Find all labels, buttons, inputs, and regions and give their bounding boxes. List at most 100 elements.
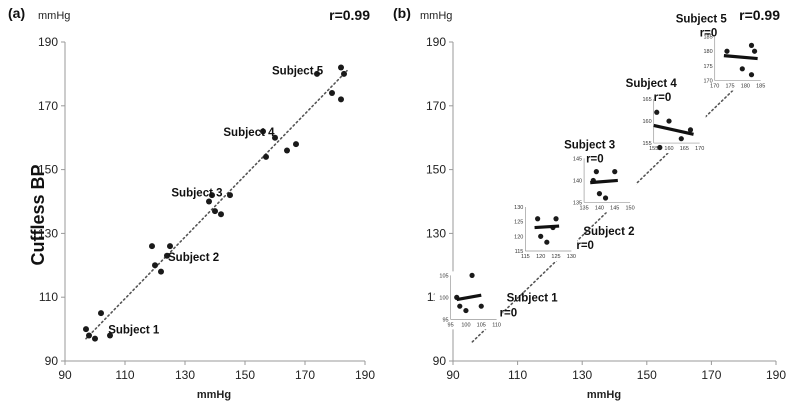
data-point bbox=[739, 66, 745, 72]
data-point bbox=[314, 70, 320, 77]
data-point bbox=[284, 147, 290, 154]
data-point bbox=[724, 48, 730, 54]
panel-b-unit-label: mmHg bbox=[420, 10, 452, 22]
subject-r-value: r=0 bbox=[576, 240, 594, 252]
inset-y-tick-label: 100 bbox=[439, 295, 448, 301]
data-point bbox=[457, 303, 463, 309]
data-point bbox=[463, 307, 469, 314]
y-tick-label: 170 bbox=[426, 99, 446, 113]
data-point bbox=[535, 216, 541, 222]
x-tick-label: 150 bbox=[637, 368, 657, 382]
data-point bbox=[272, 134, 278, 141]
data-point bbox=[152, 262, 158, 269]
inset-x-tick-label: 160 bbox=[664, 146, 673, 152]
x-tick-label: 130 bbox=[572, 368, 592, 382]
subject-label: Subject 4 bbox=[626, 78, 678, 90]
series-3: Subject 3 bbox=[171, 187, 233, 218]
subject-label: Subject 2 bbox=[168, 252, 219, 264]
data-point bbox=[329, 90, 335, 97]
inset-x-tick-label: 170 bbox=[695, 146, 704, 152]
y-tick-label: 130 bbox=[426, 226, 446, 240]
x-tick-label: 130 bbox=[175, 368, 195, 382]
data-point bbox=[98, 310, 104, 317]
subject-label: Subject 5 bbox=[676, 14, 728, 26]
y-tick-label: 130 bbox=[38, 226, 58, 240]
subject-r-value: r=0 bbox=[700, 28, 718, 40]
y-tick-label: 90 bbox=[45, 354, 59, 368]
inset-x-tick-label: 115 bbox=[521, 254, 530, 260]
data-point bbox=[158, 268, 164, 275]
inset-y-tick-label: 95 bbox=[442, 317, 448, 323]
inset-x-tick-label: 155 bbox=[649, 146, 658, 152]
inset-fit-line bbox=[534, 224, 560, 230]
panel-a-unit-label: mmHg bbox=[38, 10, 70, 22]
inset-y-tick-label: 140 bbox=[573, 178, 582, 184]
inset-y-tick-label: 125 bbox=[514, 220, 523, 226]
panel-a: (a) mmHg r=0.99 mmHg 90 110 130 150 170 19090… bbox=[8, 5, 375, 401]
inset-x-tick-label: 110 bbox=[492, 322, 501, 328]
inset-y-tick-label: 115 bbox=[515, 249, 524, 255]
inset-fit-line bbox=[456, 293, 482, 302]
subject-2: 115 120 125 130 115 120 125 130 Subject 2 r=0 bbox=[509, 203, 635, 262]
data-point bbox=[687, 127, 694, 133]
subject-3: 135 140 145 150 135 140 145 Subject 3 r=0 bbox=[564, 139, 637, 213]
inset-x-tick-label: 170 bbox=[710, 84, 719, 90]
series-4: Subject 4 bbox=[223, 127, 299, 160]
inset-x-tick-label: 150 bbox=[625, 205, 634, 211]
panel-b-r-value: r=0.99 bbox=[739, 7, 780, 23]
y-tick-label: 190 bbox=[38, 35, 58, 49]
subject-4: 155 160 165 170 155 160 165 Subject 4 r=0 bbox=[626, 78, 706, 154]
data-point bbox=[657, 144, 663, 151]
data-point bbox=[92, 335, 98, 342]
data-point bbox=[748, 42, 755, 48]
subject-label: Subject 1 bbox=[507, 292, 559, 304]
inset-x-tick-label: 125 bbox=[551, 254, 560, 260]
data-point bbox=[212, 208, 218, 215]
x-tick-label: 170 bbox=[295, 368, 315, 382]
series-1: Subject 1 bbox=[83, 310, 160, 342]
subject-label: Subject 2 bbox=[583, 226, 634, 238]
inset-y-tick-label: 175 bbox=[704, 64, 713, 70]
x-tick-label: 110 bbox=[115, 368, 134, 382]
inset-x-tick-label: 145 bbox=[610, 205, 619, 211]
inset-x-tick-label: 105 bbox=[477, 322, 486, 328]
x-tick-label: 90 bbox=[58, 368, 72, 382]
y-tick-label: 150 bbox=[426, 163, 446, 177]
panel-b-plot: 90 110 130 150 170 190 90 110 130 150 170 190 95 100 1… bbox=[426, 14, 786, 382]
subject-r-value: r=0 bbox=[500, 307, 518, 319]
inset-y-tick-label: 130 bbox=[514, 205, 523, 211]
data-point bbox=[478, 303, 484, 309]
inset-x-tick-label: 165 bbox=[680, 146, 689, 152]
data-point bbox=[209, 192, 215, 199]
inset-fit-line bbox=[590, 178, 618, 185]
subject-5: 170 175 180 185 170 175 180 185 Subject 5 r=0 bbox=[676, 14, 767, 91]
subject-label: Subject 4 bbox=[223, 127, 275, 139]
inset-x-tick-label: 140 bbox=[595, 205, 604, 211]
data-point bbox=[666, 118, 672, 124]
subject-label: Subject 5 bbox=[272, 66, 324, 78]
y-tick-label: 190 bbox=[426, 35, 446, 49]
inset-y-tick-label: 145 bbox=[573, 156, 582, 162]
inset-x-tick-label: 120 bbox=[536, 254, 545, 260]
panel-b: (b) mmHg r=0.99 mmHg 90 110 130 150 170 19090… bbox=[393, 5, 786, 401]
x-tick-label: 150 bbox=[235, 368, 255, 382]
inset-x-tick-label: 130 bbox=[567, 254, 576, 260]
data-point bbox=[544, 239, 550, 245]
subject-label: Subject 1 bbox=[108, 324, 160, 336]
data-point bbox=[227, 192, 233, 199]
data-point bbox=[593, 169, 599, 175]
inset-y-tick-label: 170 bbox=[704, 79, 713, 85]
x-tick-label: 190 bbox=[766, 368, 786, 382]
data-point bbox=[83, 326, 89, 333]
data-point bbox=[748, 72, 755, 78]
x-tick-label: 90 bbox=[446, 368, 460, 382]
series-5: Subject 5 bbox=[272, 64, 347, 103]
inset-fit-line bbox=[653, 123, 694, 136]
y-tick-label: 150 bbox=[38, 163, 58, 177]
data-point bbox=[678, 136, 684, 142]
data-point bbox=[338, 96, 344, 103]
panel-a-label: (a) bbox=[8, 5, 25, 21]
inset-x-tick-label: 185 bbox=[756, 84, 765, 90]
subject-r-value: r=0 bbox=[586, 153, 604, 165]
trendline bbox=[85, 69, 348, 340]
